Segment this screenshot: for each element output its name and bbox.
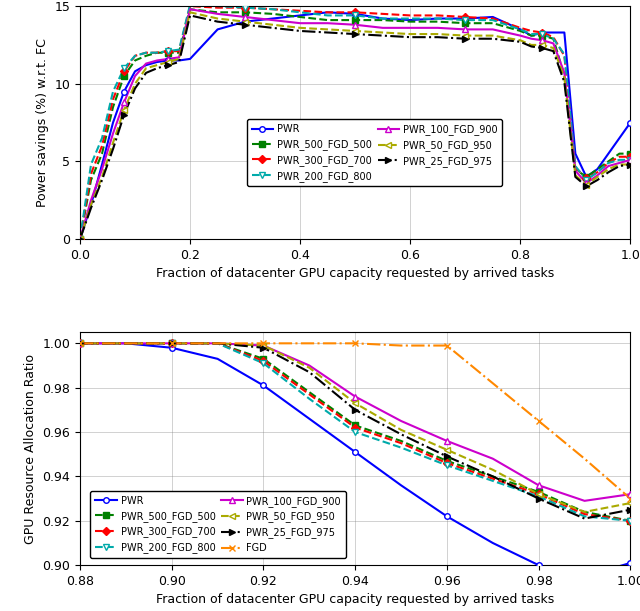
- X-axis label: Fraction of datacenter GPU capacity requested by arrived tasks: Fraction of datacenter GPU capacity requ…: [156, 593, 554, 607]
- Y-axis label: Power savings (%) w.r.t. FC: Power savings (%) w.r.t. FC: [36, 38, 49, 207]
- Legend: PWR, PWR_500_FGD_500, PWR_300_FGD_700, PWR_200_FGD_800, PWR_100_FGD_900, PWR_50_: PWR, PWR_500_FGD_500, PWR_300_FGD_700, P…: [246, 119, 502, 186]
- Legend: PWR, PWR_500_FGD_500, PWR_300_FGD_700, PWR_200_FGD_800, PWR_100_FGD_900, PWR_50_: PWR, PWR_500_FGD_500, PWR_300_FGD_700, P…: [90, 491, 346, 558]
- Y-axis label: GPU Resource Allocation Ratio: GPU Resource Allocation Ratio: [24, 354, 37, 544]
- X-axis label: Fraction of datacenter GPU capacity requested by arrived tasks: Fraction of datacenter GPU capacity requ…: [156, 268, 554, 280]
